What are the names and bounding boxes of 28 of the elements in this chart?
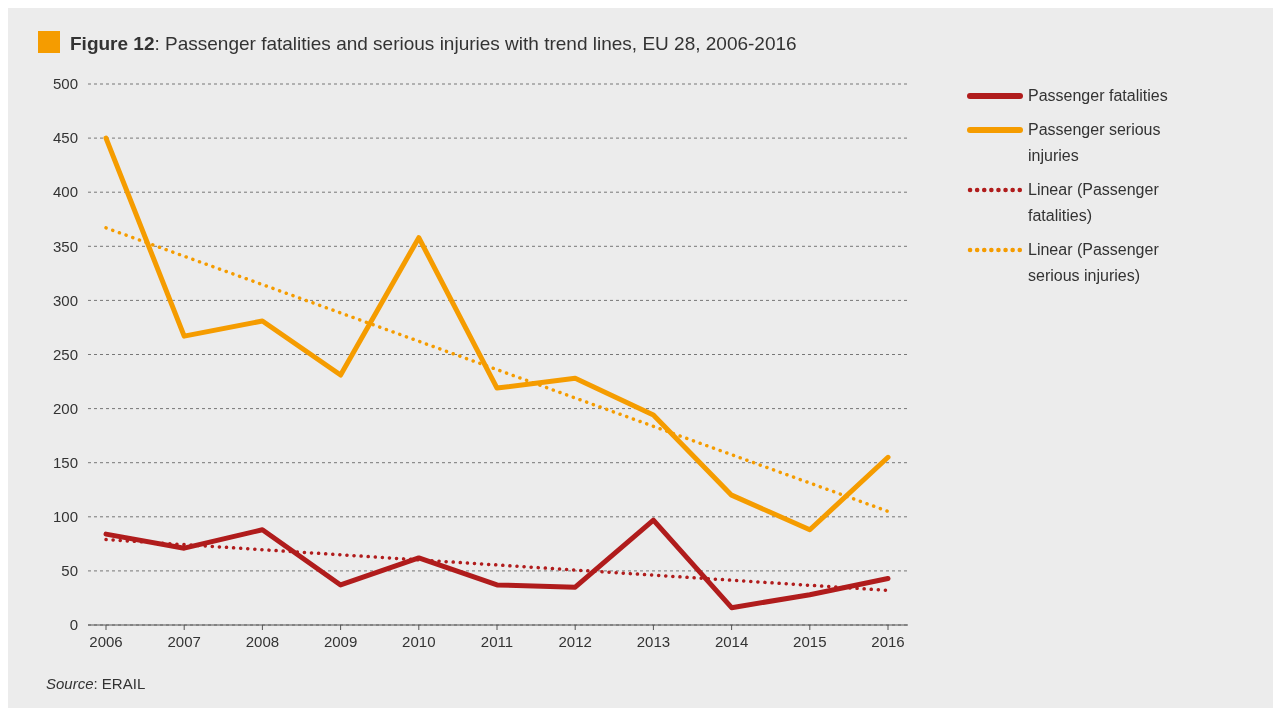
x-tick-label: 2016 bbox=[871, 633, 905, 650]
x-tick-label: 2011 bbox=[480, 633, 514, 650]
legend-label: Linear (Passenger serious injuries) bbox=[1028, 241, 1160, 284]
y-tick-label: 150 bbox=[52, 453, 78, 471]
legend-label: Linear (Passenger fatalities) bbox=[1028, 181, 1160, 224]
chart-title: Figure 12: Passenger fatalities and serious injuries with trend lines, EU 28, 2006-2016 bbox=[70, 33, 797, 54]
x-tick-label: 2007 bbox=[167, 633, 201, 650]
y-tick-label: 200 bbox=[52, 399, 78, 417]
x-tick-label: 2010 bbox=[402, 633, 436, 650]
x-tick-label: 2012 bbox=[558, 633, 592, 650]
x-tick-label: 2015 bbox=[793, 633, 827, 650]
y-tick-label: 500 bbox=[52, 75, 78, 93]
y-tick-label: 400 bbox=[52, 183, 78, 201]
source-note: Source: ERAIL bbox=[46, 675, 146, 692]
y-tick-label: 300 bbox=[52, 291, 78, 309]
y-tick-label: 450 bbox=[52, 129, 78, 147]
x-tick-label: 2013 bbox=[636, 633, 671, 650]
y-tick-label: 50 bbox=[61, 562, 78, 580]
y-tick-label: 100 bbox=[52, 508, 78, 526]
y-tick-label: 250 bbox=[52, 345, 78, 363]
legend-label: Passenger serious injuries bbox=[1028, 121, 1161, 164]
x-tick-label: 2006 bbox=[89, 633, 123, 650]
y-tick-label: 0 bbox=[69, 616, 78, 634]
y-tick-label: 350 bbox=[52, 237, 78, 255]
legend-label: Passenger fatalities bbox=[1028, 87, 1168, 104]
x-tick-label: 2008 bbox=[245, 633, 280, 650]
x-tick-label: 2014 bbox=[714, 633, 749, 650]
x-tick-label: 2009 bbox=[323, 633, 358, 650]
